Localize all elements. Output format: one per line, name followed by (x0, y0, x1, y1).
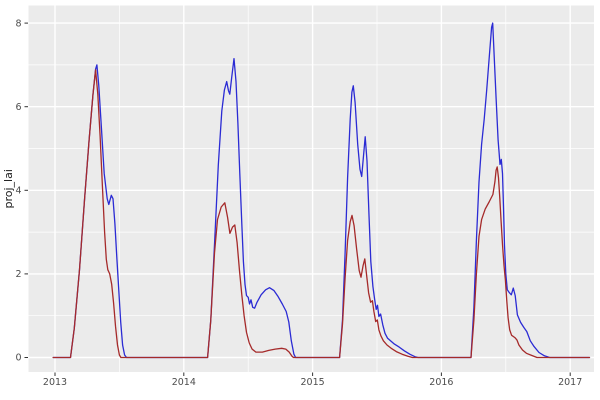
y-tick-label: 4 (15, 186, 21, 197)
series-red-line (52, 69, 591, 359)
x-tick-label: 2013 (43, 377, 67, 388)
y-tick-label: 6 (15, 102, 21, 113)
series-blue-line (52, 22, 591, 359)
x-tick-label: 2016 (429, 377, 453, 388)
y-tick-label: 0 (15, 353, 21, 364)
y-tick-label: 2 (15, 269, 21, 280)
y-tick-label: 8 (15, 18, 21, 29)
panel-background (28, 5, 594, 372)
y-axis-title: proj_lai (2, 169, 15, 208)
x-tick-label: 2014 (172, 377, 196, 388)
x-tick-label: 2017 (558, 377, 582, 388)
x-tick-label: 2015 (301, 377, 325, 388)
